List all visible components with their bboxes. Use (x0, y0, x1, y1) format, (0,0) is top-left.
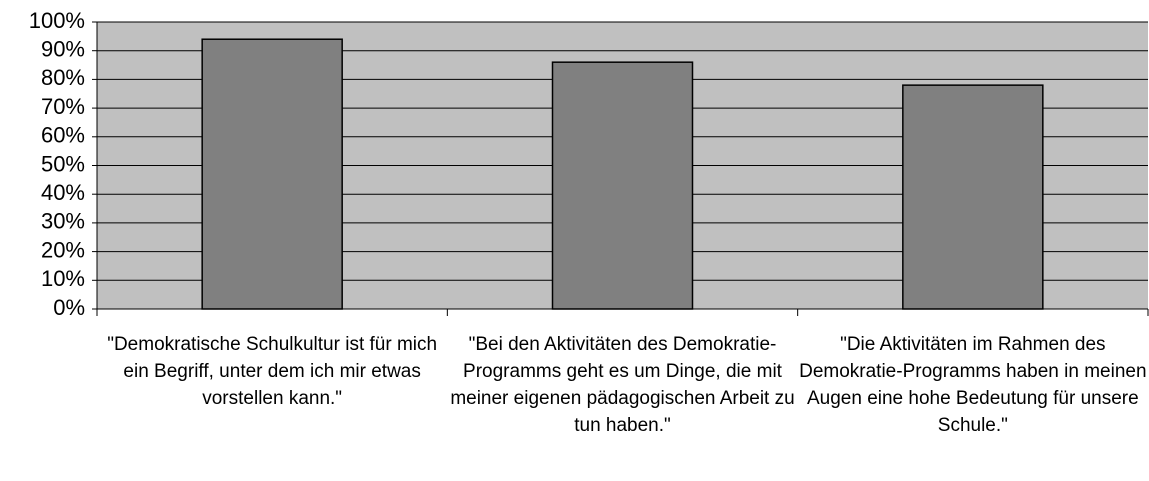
y-tick-label: 30% (41, 209, 85, 234)
y-tick-label: 60% (41, 123, 85, 148)
y-tick-label: 90% (41, 37, 85, 62)
x-tick-label: "Demokratische Schulkultur ist für mich … (107, 334, 438, 409)
y-tick-label: 0% (53, 295, 85, 320)
y-tick-label: 40% (41, 180, 85, 205)
y-tick-label: 80% (41, 65, 85, 90)
x-tick-label: "Die Aktivitäten im Rahmen des Demokrati… (799, 334, 1147, 436)
y-tick-label: 10% (41, 266, 85, 291)
bar (902, 84, 1044, 310)
y-tick-label: 50% (41, 151, 85, 176)
bar (201, 38, 343, 310)
x-tick-label: "Bei den Aktivitäten des Demokratie-Prog… (450, 334, 795, 436)
y-tick-label: 20% (41, 237, 85, 262)
bar (551, 61, 694, 310)
y-tick-label: 70% (41, 94, 85, 119)
y-tick-label: 100% (29, 8, 85, 33)
